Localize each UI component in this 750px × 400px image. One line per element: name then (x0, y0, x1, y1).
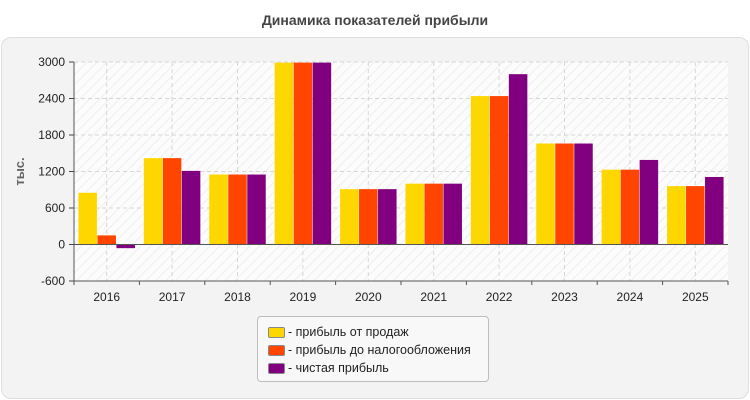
y-tick-label: 1800 (38, 128, 65, 142)
bar (405, 183, 424, 245)
y-tick-label: 0 (58, 238, 65, 252)
legend-item: - прибыль от продаж (268, 323, 488, 341)
bar (97, 235, 116, 245)
y-tick-label: 1200 (38, 165, 65, 179)
legend-label: - прибыль от продаж (288, 325, 409, 339)
x-tick-label: 2025 (682, 290, 709, 304)
x-tick-label: 2021 (420, 290, 447, 304)
bar (443, 183, 462, 245)
bar (312, 62, 332, 245)
legend-label: - чистая прибыль (288, 361, 389, 375)
bar (162, 158, 182, 245)
y-tick-label: 2400 (38, 92, 65, 106)
bar (181, 170, 201, 245)
y-tick-label: -600 (41, 274, 65, 288)
bar (340, 189, 359, 245)
bar (620, 169, 640, 245)
bar (489, 96, 509, 245)
bar (293, 62, 313, 245)
y-tick-label: 3000 (38, 55, 65, 69)
y-axis-label: тыс. (12, 157, 27, 185)
x-tick-label: 2017 (159, 290, 186, 304)
bar (686, 186, 705, 245)
y-tick-label: 600 (45, 201, 65, 215)
legend-item: - чистая прибыль (268, 359, 488, 377)
x-tick-label: 2016 (93, 290, 120, 304)
bar (667, 186, 686, 245)
bar (378, 189, 397, 245)
x-tick-label: 2019 (290, 290, 317, 304)
x-tick-label: 2023 (551, 290, 578, 304)
chart-title: Динамика показателей прибыли (261, 12, 489, 28)
bar (508, 74, 528, 245)
bar (143, 158, 163, 245)
legend-swatch-net-profit (268, 362, 285, 374)
bar (574, 143, 593, 245)
bar (78, 192, 97, 245)
legend-label: - прибыль до налогообложения (288, 343, 471, 357)
legend: - прибыль от продаж - прибыль до налогоо… (257, 316, 489, 382)
bar (555, 143, 574, 245)
x-tick-label: 2020 (355, 290, 382, 304)
bar (247, 174, 266, 245)
bar (424, 183, 443, 245)
bar (705, 176, 724, 245)
bar (639, 159, 659, 245)
legend-swatch-pretax-profit (268, 344, 285, 356)
bar (274, 62, 294, 245)
x-tick-label: 2018 (224, 290, 251, 304)
bar (116, 244, 135, 249)
x-tick-label: 2022 (486, 290, 513, 304)
bar (470, 96, 490, 245)
legend-item: - прибыль до налогообложения (268, 341, 488, 359)
legend-swatch-sales-profit (268, 326, 285, 338)
bar (536, 143, 555, 245)
x-tick-label: 2024 (617, 290, 644, 304)
bar (359, 189, 378, 245)
bar (601, 169, 621, 245)
bar (209, 174, 228, 245)
bar (228, 174, 247, 245)
